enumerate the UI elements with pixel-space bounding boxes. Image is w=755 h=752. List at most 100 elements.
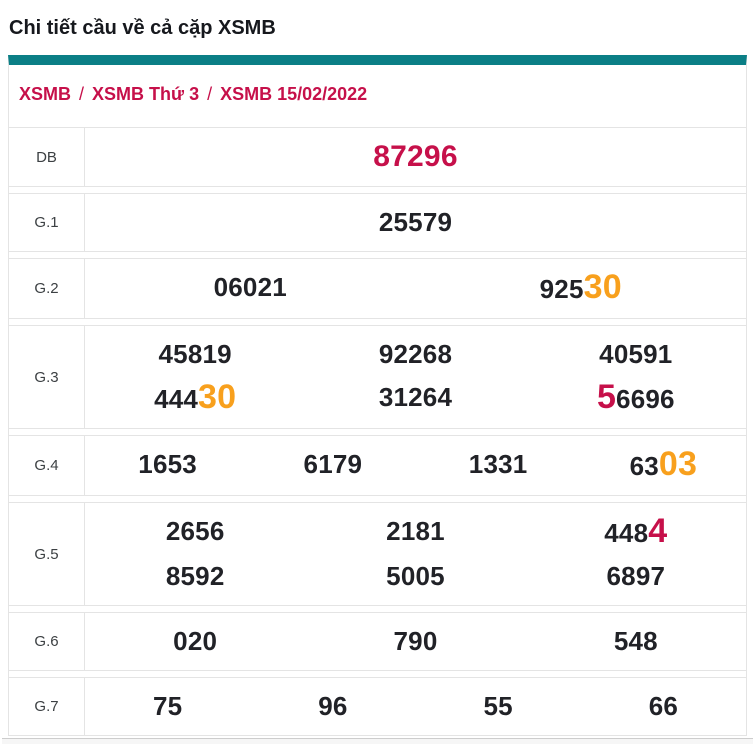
digits: 448: [604, 518, 649, 548]
prize-number: 55: [416, 685, 581, 728]
digits: 75: [152, 691, 183, 721]
next-section-strip: [2, 738, 753, 744]
digits: 2656: [165, 516, 225, 546]
prize-line: 8592 5005 6897: [85, 555, 746, 598]
prize-values: 1653 6179 1331 6303: [85, 436, 746, 495]
prize-row: G.6 020 790 548: [9, 612, 746, 671]
prize-number: 8592: [85, 555, 305, 598]
prize-line: 44430 31264 56696: [85, 376, 746, 421]
prize-number: 1653: [85, 443, 250, 488]
digits: 45819: [158, 339, 232, 369]
prize-label: G.6: [9, 613, 85, 670]
digits: 96: [318, 691, 348, 721]
breadcrumb-link-xsmb[interactable]: XSMB: [19, 84, 72, 104]
prize-row: G.2 06021 92530: [9, 258, 746, 319]
digits: 06021: [213, 272, 287, 302]
prize-line: 25579: [85, 201, 746, 244]
prize-line: 45819 92268 40591: [85, 333, 746, 376]
digits: 6179: [303, 449, 363, 479]
prize-number: 44430: [85, 376, 305, 421]
prize-line: 87296: [85, 135, 746, 179]
digits: 92268: [378, 339, 453, 369]
highlighted-digits: 5: [596, 378, 617, 416]
digits: 25579: [378, 207, 453, 237]
digits: 31264: [378, 382, 453, 412]
prize-number: 56696: [526, 376, 746, 421]
prize-number: 2656: [85, 510, 305, 555]
prize-values: 06021 92530: [85, 259, 746, 318]
prize-number: 6179: [250, 443, 415, 488]
results-table: DB 87296 G.1 25579 G.2 06021 92530 G.3 45819 9226…: [9, 127, 746, 736]
prize-number: 2181: [305, 510, 525, 555]
digits: 1653: [138, 449, 197, 479]
digits: 5005: [386, 561, 445, 591]
prize-values: 45819 92268 40591 44430 31264 56696: [85, 326, 746, 428]
page-title: Chi tiết cầu về cả cặp XSMB: [9, 17, 276, 39]
prize-number: 75: [85, 685, 250, 728]
prize-number: 020: [85, 620, 305, 663]
results-panel: XSMB / XSMB Thứ 3 / XSMB 15/02/2022 DB 87296 G…: [8, 55, 747, 736]
prize-label: DB: [9, 128, 85, 186]
digits: 66: [648, 691, 679, 721]
breadcrumb: XSMB / XSMB Thứ 3 / XSMB 15/02/2022: [9, 65, 746, 127]
digits: 925: [539, 274, 584, 304]
prize-number: 40591: [526, 333, 746, 376]
prize-number: 790: [305, 620, 525, 663]
prize-number: 1331: [416, 443, 581, 488]
highlighted-digits: 4: [648, 512, 668, 550]
highlighted-digits: 30: [583, 268, 622, 306]
prize-number: 6897: [526, 555, 746, 598]
prize-number: 92530: [416, 266, 747, 311]
digits: 548: [613, 626, 658, 656]
digits: 6696: [616, 384, 675, 414]
highlighted-digits: 30: [198, 378, 237, 416]
prize-line: 020 790 548: [85, 620, 746, 663]
prize-row: DB 87296: [9, 127, 746, 187]
prize-row: G.7 75 96 55 66: [9, 677, 746, 736]
prize-number: 6303: [581, 443, 746, 488]
prize-number: 5005: [305, 555, 525, 598]
prize-values: 020 790 548: [85, 613, 746, 670]
prize-label: G.2: [9, 259, 85, 318]
prize-row: G.5 2656 2181 4484 8592 5005 6897: [9, 502, 746, 606]
prize-line: 2656 2181 4484: [85, 510, 746, 555]
prize-line: 06021 92530: [85, 266, 746, 311]
digits: 8592: [165, 561, 225, 591]
prize-values: 87296: [85, 128, 746, 186]
digits: 6897: [606, 561, 666, 591]
prize-number: 548: [526, 620, 746, 663]
breadcrumb-separator: /: [79, 84, 85, 104]
prize-number: 87296: [85, 135, 746, 179]
digits: 1331: [468, 449, 528, 479]
digits: 63: [629, 451, 659, 481]
prize-number: 31264: [305, 376, 525, 421]
digits: 55: [483, 691, 513, 721]
digits: 40591: [599, 339, 673, 369]
prize-line: 75 96 55 66: [85, 685, 746, 728]
prize-number: 45819: [85, 333, 305, 376]
prize-label: G.4: [9, 436, 85, 495]
digits: 2181: [386, 516, 445, 546]
prize-values: 2656 2181 4484 8592 5005 6897: [85, 503, 746, 605]
prize-row: G.3 45819 92268 40591 44430 31264 56696: [9, 325, 746, 429]
prize-number: 25579: [85, 201, 746, 244]
prize-label: G.5: [9, 503, 85, 605]
prize-label: G.1: [9, 194, 85, 251]
prize-number: 96: [250, 685, 415, 728]
highlighted-digits: 03: [658, 445, 698, 483]
highlighted-digits: 87296: [373, 140, 458, 173]
prize-label: G.7: [9, 678, 85, 735]
prize-number: 4484: [526, 510, 746, 555]
prize-number: 66: [581, 685, 746, 728]
digits: 444: [154, 384, 199, 414]
breadcrumb-link-xsmb-thu-3[interactable]: XSMB Thứ 3: [92, 84, 200, 104]
prize-row: G.4 1653 6179 1331 6303: [9, 435, 746, 496]
breadcrumb-separator: /: [207, 84, 213, 104]
digits: 020: [173, 626, 218, 656]
prize-label: G.3: [9, 326, 85, 428]
breadcrumb-link-xsmb-date[interactable]: XSMB 15/02/2022: [220, 84, 368, 104]
prize-row: G.1 25579: [9, 193, 746, 252]
prize-values: 25579: [85, 194, 746, 251]
prize-values: 75 96 55 66: [85, 678, 746, 735]
digits: 790: [393, 626, 438, 656]
